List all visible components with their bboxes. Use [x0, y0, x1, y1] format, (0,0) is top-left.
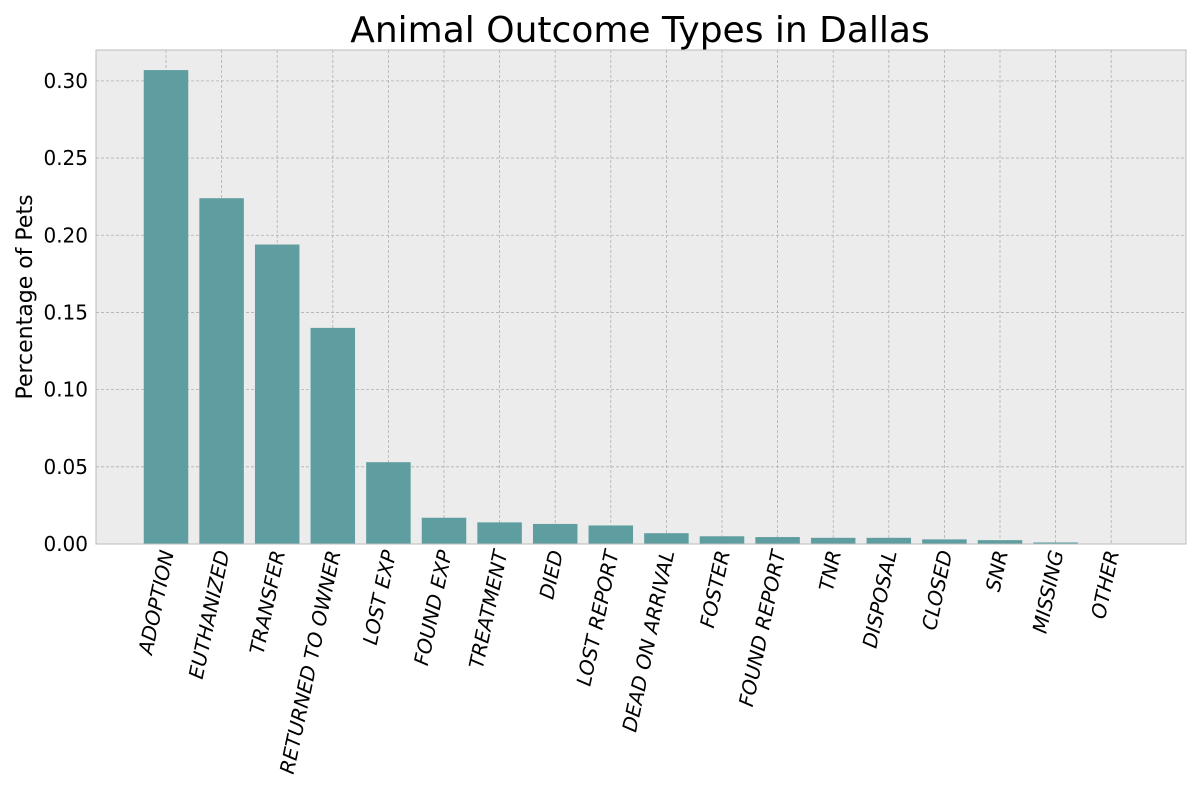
x-tick-label: TREATMENT: [464, 546, 513, 670]
bar: [866, 537, 912, 544]
bar: [755, 537, 800, 544]
x-tick-label: MISSING: [1028, 548, 1069, 635]
bar: [922, 539, 967, 544]
bar: [977, 540, 1023, 544]
y-tick-label: 0.05: [43, 455, 88, 479]
x-tick-label: LOST REPORT: [572, 546, 625, 688]
x-tick-label: SNR: [981, 548, 1013, 594]
y-tick-label: 0.15: [43, 300, 88, 324]
x-tick-label: TRANSFER: [245, 548, 290, 656]
bar: [699, 536, 745, 544]
bar: [310, 327, 356, 544]
bar: [532, 523, 578, 544]
bar: [810, 537, 856, 544]
x-tick-label: DEAD ON ARRIVAL: [617, 548, 679, 734]
bar: [199, 198, 244, 544]
x-tick-label: DIED: [534, 548, 568, 601]
bar: [477, 522, 522, 544]
x-tick-label: CLOSED: [917, 548, 957, 632]
bar: [644, 533, 689, 544]
x-tick-label: FOSTER: [695, 548, 735, 630]
x-tick-label: RETURNED TO OWNER: [275, 548, 346, 776]
x-tick-label: FOUND EXP: [409, 547, 457, 667]
y-tick-label: 0.00: [43, 532, 88, 556]
bar: [588, 525, 634, 544]
y-tick-label: 0.25: [43, 146, 88, 170]
x-tick-label: OTHER: [1086, 548, 1124, 621]
y-tick-label: 0.10: [43, 378, 88, 402]
x-tick-label: ADOPTION: [133, 548, 179, 658]
plot-area: 0.00 0.05 0.10 0.15 0.20 0.25 0.30 ADOPTION EUTH…: [43, 49, 1187, 776]
bar: [421, 517, 467, 544]
bar: [366, 462, 411, 544]
plot-border: [95, 49, 1187, 545]
x-tick-label: FOUND REPORT: [734, 546, 791, 708]
y-tick-label: 0.30: [43, 69, 88, 93]
bar: [143, 70, 189, 544]
x-tick-label: DISPOSAL: [858, 548, 902, 650]
y-tick-label: 0.20: [43, 223, 88, 247]
x-tick-label: LOST EXP: [358, 547, 402, 647]
bar: [254, 244, 300, 544]
chart-title: Animal Outcome Types in Dallas: [350, 10, 930, 51]
y-axis-label: Percentage of Pets: [13, 194, 38, 399]
x-tick-label: TNR: [814, 548, 846, 593]
bar: [1033, 542, 1078, 544]
x-tick-label: EUTHANIZED: [184, 548, 235, 681]
